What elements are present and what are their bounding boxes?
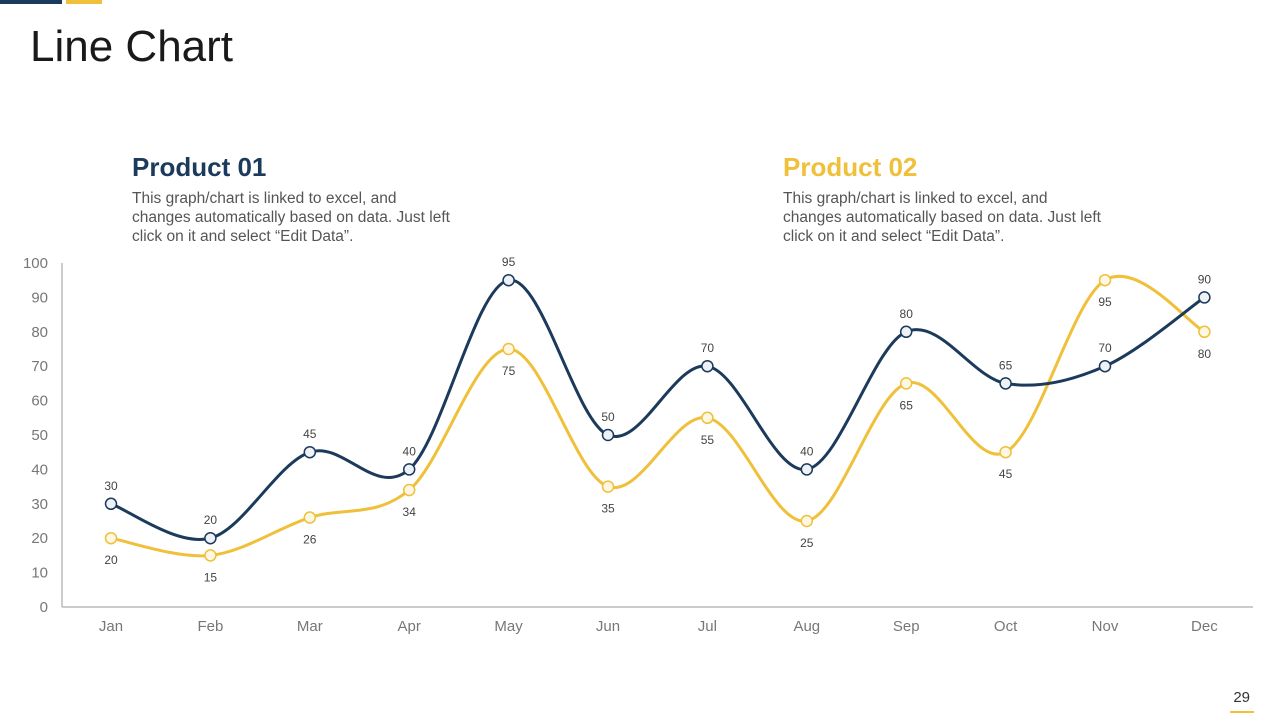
y-tick-label: 80: [31, 324, 48, 341]
series-1: 30 20 45 40 95 50 70 40 80 65 70 90: [104, 255, 1212, 545]
data-label: 90: [1198, 272, 1212, 286]
x-tick-label: May: [494, 618, 523, 635]
y-tick-label: 50: [31, 427, 48, 444]
data-point: [502, 273, 515, 287]
data-label: 80: [1198, 347, 1212, 361]
data-label: 20: [104, 553, 118, 567]
data-point: [303, 511, 317, 524]
data-label: 45: [303, 427, 317, 441]
data-point: [601, 428, 615, 442]
data-point: [999, 377, 1012, 390]
series-2: 20 15 26 34 75 35 55 25 65 45 95 80: [104, 273, 1212, 584]
product-02-title: Product 02: [783, 152, 918, 182]
y-tick-label: 10: [31, 565, 48, 582]
data-label: 40: [800, 444, 814, 458]
product-01-description: This graph/chart is linked to excel, and…: [132, 190, 450, 245]
y-tick-label: 20: [31, 530, 48, 547]
data-point: [800, 514, 814, 528]
data-label: 25: [800, 536, 814, 550]
data-point: [899, 377, 913, 390]
x-tick-label: Dec: [1191, 618, 1218, 635]
data-point: [701, 411, 714, 425]
product-02-legend: Product 02 This graph/chart is linked to…: [783, 152, 1103, 246]
page-number-underline: [1230, 711, 1254, 713]
data-point: [204, 549, 217, 562]
accent-bar-navy: [0, 0, 62, 4]
data-point: [1098, 359, 1112, 373]
data-label: 95: [502, 255, 516, 269]
data-point: [303, 445, 317, 459]
data-label: 15: [204, 570, 218, 584]
y-tick-label: 40: [31, 461, 48, 478]
accent-bar-gold: [66, 0, 102, 4]
data-label: 70: [1098, 341, 1112, 355]
y-tick-label: 90: [31, 289, 48, 306]
data-point: [601, 480, 615, 493]
x-tick-label: Aug: [793, 618, 820, 635]
data-label: 65: [900, 398, 914, 412]
data-label: 34: [403, 505, 417, 519]
data-label: 95: [1098, 295, 1112, 309]
data-point: [899, 325, 913, 339]
product-01-title: Product 01: [132, 152, 267, 182]
y-tick-label: 30: [31, 496, 48, 513]
data-point: [402, 463, 416, 476]
line-chart: 0 10 20 30 40 50 60 70 80 90 100 Jan Feb Mar Apr May Jun…: [23, 255, 1253, 635]
data-label: 75: [502, 364, 516, 378]
data-label: 45: [999, 467, 1013, 481]
data-label: 26: [303, 533, 317, 547]
data-point: [104, 497, 118, 511]
data-point: [701, 359, 714, 373]
product-01-legend: Product 01 This graph/chart is linked to…: [132, 152, 452, 246]
data-point: [1198, 325, 1211, 339]
data-point: [1098, 273, 1112, 287]
x-tick-label: Apr: [398, 618, 421, 635]
y-tick-label: 0: [40, 599, 48, 616]
data-point: [204, 531, 217, 545]
y-tick-label: 60: [31, 393, 48, 410]
data-point: [104, 531, 118, 545]
page-number: 29: [1233, 689, 1250, 706]
x-tick-label: Mar: [297, 618, 323, 635]
x-tick-label: Oct: [994, 618, 1018, 635]
data-label: 70: [701, 341, 715, 355]
x-tick-label: Jun: [596, 618, 620, 635]
data-label: 55: [701, 433, 715, 447]
data-label: 40: [403, 444, 417, 458]
x-tick-label: Jul: [698, 618, 717, 635]
data-label: 30: [104, 479, 118, 493]
x-tick-label: Jan: [99, 618, 123, 635]
data-label: 35: [601, 502, 615, 516]
x-tick-label: Nov: [1092, 618, 1119, 635]
data-label: 65: [999, 358, 1013, 372]
x-tick-label: Feb: [197, 618, 223, 635]
page-title: Line Chart: [30, 22, 234, 71]
data-point: [999, 445, 1012, 459]
data-point: [402, 483, 416, 497]
data-label: 50: [601, 410, 615, 424]
y-tick-label: 100: [23, 255, 48, 272]
data-point: [1198, 291, 1211, 304]
data-label: 80: [900, 307, 914, 321]
data-point: [502, 342, 515, 356]
series-line: [110, 278, 1206, 541]
product-02-description: This graph/chart is linked to excel, and…: [783, 190, 1101, 245]
data-point: [800, 463, 814, 476]
data-label: 20: [204, 513, 218, 527]
y-tick-label: 70: [31, 358, 48, 375]
x-tick-label: Sep: [893, 618, 920, 635]
series-line: [110, 274, 1206, 558]
